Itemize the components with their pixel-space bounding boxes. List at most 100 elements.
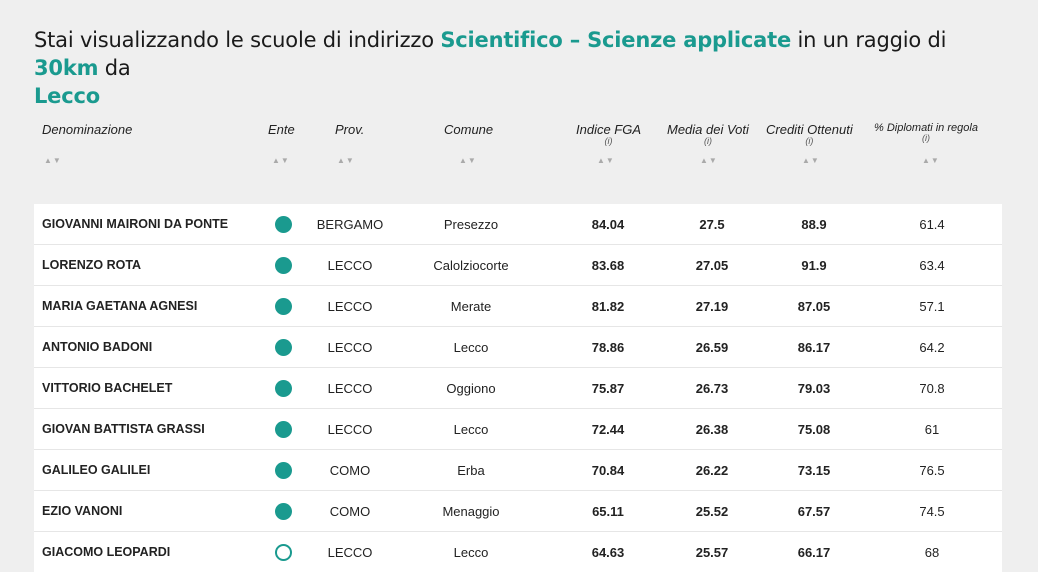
comune-cell: Merate (450, 298, 492, 314)
sort-denominazione-icon[interactable]: ▲▼ (44, 156, 62, 165)
header-indice[interactable]: Indice FGA (i) (576, 122, 642, 146)
school-name[interactable]: GALILEO GALILEI (42, 462, 151, 477)
table-row[interactable]: GIOVANNI MAIRONI DA PONTE BERGAMO Presezzo… (34, 204, 1002, 245)
page-title: Stai visualizzando le scuole di indirizz… (34, 26, 1004, 110)
ente-cell (274, 409, 292, 449)
title-indirizzo: Scientifico – Scienze applicate (440, 28, 791, 52)
sort-crediti-icon[interactable]: ▲▼ (802, 156, 820, 165)
table-row[interactable]: EZIO VANONI COMO Menaggio 65.11 25.52 67.57 74… (34, 491, 1002, 532)
ente-cell (274, 491, 292, 531)
ente-public-circle-icon (274, 502, 292, 520)
ente-cell (274, 532, 292, 572)
table-row[interactable]: GALILEO GALILEI COMO Erba 70.84 26.22 73.15 76… (34, 450, 1002, 491)
diplomati-cell: 61.4 (919, 216, 945, 232)
school-name[interactable]: EZIO VANONI (42, 503, 123, 518)
info-indice-icon[interactable]: (i) (604, 136, 613, 146)
sort-diplomati-icon[interactable]: ▲▼ (922, 156, 940, 165)
ente-private-circle-icon (274, 543, 292, 561)
comune-cell: Lecco (453, 421, 489, 437)
table-row[interactable]: LORENZO ROTA LECCO Calolziocorte 83.68 27.05… (34, 245, 1002, 286)
sort-indice-icon[interactable]: ▲▼ (597, 156, 615, 165)
title-raggio: 30km (34, 56, 99, 80)
comune-cell: Lecco (453, 544, 489, 560)
ente-public-circle-icon (274, 461, 292, 479)
indice-cell: 78.86 (591, 339, 625, 355)
header-indice-label: Indice FGA (576, 122, 642, 137)
table-header: Denominazione ▲▼ Ente ▲▼ Prov. ▲▼ Comune… (34, 122, 1004, 204)
info-crediti-icon[interactable]: (i) (805, 136, 814, 146)
media-cell: 26.73 (695, 380, 729, 396)
school-name[interactable]: VITTORIO BACHELET (42, 380, 173, 395)
header-prov[interactable]: Prov. (335, 122, 364, 137)
header-media[interactable]: Media dei Voti (i) (667, 122, 749, 146)
prov-cell: LECCO (327, 421, 373, 437)
info-media-icon[interactable]: (i) (703, 136, 712, 146)
ente-cell (274, 245, 292, 285)
crediti-cell: 75.08 (797, 421, 831, 437)
comune-cell: Presezzo (443, 216, 499, 232)
school-name[interactable]: LORENZO ROTA (42, 257, 142, 272)
info-diplomati-icon[interactable]: (i) (921, 133, 930, 143)
header-ente-label: Ente (268, 122, 295, 137)
school-name[interactable]: ANTONIO BADONI (42, 339, 153, 354)
crediti-cell: 91.9 (801, 257, 827, 273)
diplomati-cell: 70.8 (919, 380, 945, 396)
header-denominazione[interactable]: Denominazione (42, 122, 132, 137)
media-cell: 27.05 (695, 257, 729, 273)
ente-public-circle-icon (274, 338, 292, 356)
title-suffix: da (98, 56, 131, 80)
page-container: Stai visualizzando le scuole di indirizz… (34, 26, 1004, 572)
media-cell: 25.52 (695, 503, 729, 519)
title-prefix: Stai visualizzando le scuole di indirizz… (34, 28, 441, 52)
table-row[interactable]: GIACOMO LEOPARDI LECCO Lecco 64.63 25.57 66.1… (34, 532, 1002, 572)
sort-comune-icon[interactable]: ▲▼ (459, 156, 477, 165)
indice-cell: 84.04 (591, 216, 625, 232)
indice-cell: 72.44 (591, 421, 625, 437)
media-cell: 25.57 (695, 544, 729, 560)
header-crediti-label: Crediti Ottenuti (766, 122, 853, 137)
diplomati-cell: 61 (924, 421, 940, 437)
sort-media-icon[interactable]: ▲▼ (700, 156, 718, 165)
header-crediti[interactable]: Crediti Ottenuti (i) (766, 122, 853, 146)
diplomati-cell: 74.5 (919, 503, 945, 519)
school-name[interactable]: GIOVAN BATTISTA GRASSI (42, 421, 205, 436)
ente-cell (274, 286, 292, 326)
schools-table: GIOVANNI MAIRONI DA PONTE BERGAMO Presezzo… (34, 204, 1002, 572)
sort-prov-icon[interactable]: ▲▼ (337, 156, 355, 165)
table-row[interactable]: ANTONIO BADONI LECCO Lecco 78.86 26.59 86.17 6… (34, 327, 1002, 368)
crediti-cell: 66.17 (797, 544, 831, 560)
prov-cell: COMO (329, 462, 371, 478)
comune-cell: Lecco (453, 339, 489, 355)
table-row[interactable]: VITTORIO BACHELET LECCO Oggiono 75.87 26.73 7… (34, 368, 1002, 409)
table-row[interactable]: MARIA GAETANA AGNESI LECCO Merate 81.82 27.1… (34, 286, 1002, 327)
header-comune[interactable]: Comune (444, 122, 493, 137)
diplomati-cell: 63.4 (919, 257, 945, 273)
sort-ente-icon[interactable]: ▲▼ (272, 156, 290, 165)
ente-public-circle-icon (274, 379, 292, 397)
indice-cell: 70.84 (591, 462, 625, 478)
header-denominazione-label: Denominazione (42, 122, 133, 137)
crediti-cell: 67.57 (797, 503, 831, 519)
header-ente[interactable]: Ente (268, 122, 295, 137)
media-cell: 27.19 (695, 298, 729, 314)
school-name[interactable]: MARIA GAETANA AGNESI (42, 298, 198, 313)
school-name[interactable]: GIOVANNI MAIRONI DA PONTE (42, 216, 229, 231)
header-comune-label: Comune (444, 122, 494, 137)
ente-cell (274, 204, 292, 244)
indice-cell: 81.82 (591, 298, 625, 314)
prov-cell: LECCO (327, 257, 373, 273)
school-name[interactable]: GIACOMO LEOPARDI (42, 544, 171, 559)
diplomati-cell: 68 (924, 544, 940, 560)
indice-cell: 83.68 (591, 257, 625, 273)
prov-cell: LECCO (327, 298, 373, 314)
indice-cell: 64.63 (591, 544, 625, 560)
media-cell: 26.38 (695, 421, 729, 437)
header-diplomati[interactable]: % Diplomati in regola (i) (874, 122, 978, 143)
comune-cell: Menaggio (442, 503, 500, 519)
crediti-cell: 88.9 (801, 216, 827, 232)
diplomati-cell: 76.5 (919, 462, 945, 478)
prov-cell: COMO (329, 503, 371, 519)
media-cell: 26.59 (695, 339, 729, 355)
table-row[interactable]: GIOVAN BATTISTA GRASSI LECCO Lecco 72.44 26.… (34, 409, 1002, 450)
title-citta: Lecco (34, 84, 100, 108)
